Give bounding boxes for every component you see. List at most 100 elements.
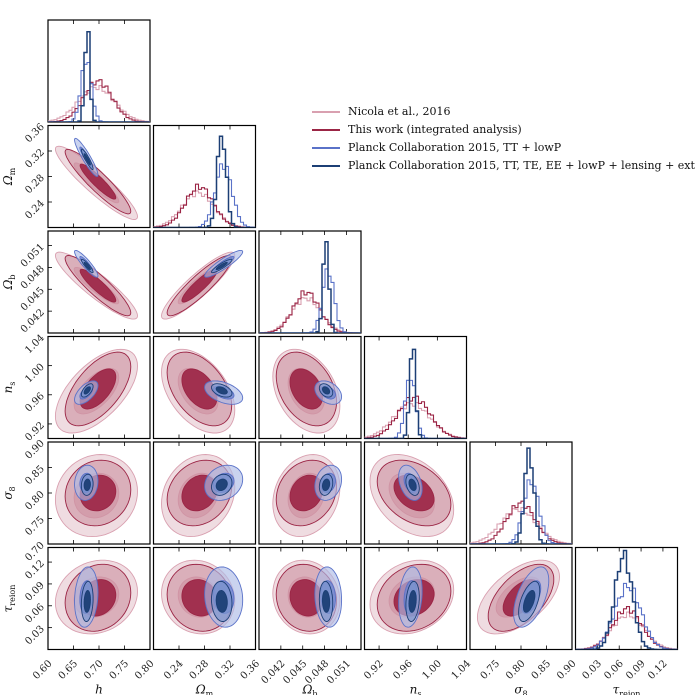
histogram-nicola-et-al-2016 <box>470 506 572 544</box>
histogram-planck-collaboration-2015-tt-lowp <box>575 582 678 650</box>
panel-ob-tau <box>258 546 362 651</box>
x-tick-label: 0.32 <box>213 658 237 682</box>
x-tick-label: 0.12 <box>646 658 670 682</box>
contour-planck-collaboration-2015-tt-te-ee-lowp-lensing-ext <box>408 590 417 613</box>
x-tick-label: 0.90 <box>555 658 579 682</box>
panel-frame <box>47 19 151 123</box>
contour-planck-collaboration-2015-tt-te-ee-lowp-lensing-ext <box>408 478 417 492</box>
x-tick-label: 0.03 <box>580 658 604 682</box>
y-tick-label: 0.36 <box>23 122 47 146</box>
contour-planck-collaboration-2015-tt-te-ee-lowp-lensing-ext <box>215 478 228 492</box>
contour-planck-collaboration-2015-tt-te-ee-lowp-lensing-ext <box>321 590 331 613</box>
panel-s8-s8 <box>469 441 573 545</box>
x-axis-label-ns: ns <box>410 683 422 695</box>
y-tick-label: 1.00 <box>23 362 47 386</box>
x-tick-label: 0.85 <box>530 658 554 682</box>
contour-planck-collaboration-2015-tt-te-ee-lowp-lensing-ext <box>83 153 92 166</box>
y-tick-label: 0.045 <box>19 285 47 313</box>
y-tick-label: 0.24 <box>23 198 47 222</box>
y-tick-label: 0.85 <box>23 464 47 488</box>
panel-h-om <box>47 124 151 229</box>
y-tick-label: 0.90 <box>23 438 47 462</box>
x-tick-label: 0.28 <box>188 658 212 682</box>
histogram-planck-collaboration-2015-tt-te-ee-lowp-lensing-ext <box>575 549 678 650</box>
panel-ob-ob <box>258 230 362 334</box>
x-tick-label: 0.051 <box>325 658 353 686</box>
contour-planck-collaboration-2015-tt-te-ee-lowp-lensing-ext <box>83 590 91 613</box>
x-tick-label: 0.042 <box>259 658 287 686</box>
panel-frame <box>258 230 362 334</box>
x-tick-label: 0.80 <box>504 658 528 682</box>
y-tick-label: 0.03 <box>23 624 47 648</box>
contour-planck-collaboration-2015-tt-te-ee-lowp-lensing-ext <box>321 386 331 395</box>
x-tick-label: 0.24 <box>162 658 186 682</box>
panel-om-s8 <box>152 441 257 545</box>
histogram-nicola-et-al-2016 <box>153 190 256 228</box>
histogram-nicola-et-al-2016 <box>48 84 150 122</box>
y-tick-label: 0.92 <box>23 420 47 444</box>
panel-h-tau <box>47 546 151 651</box>
panel-ns-s8 <box>363 441 468 545</box>
legend-label: This work (integrated analysis) <box>348 123 522 136</box>
panel-om-ob <box>152 230 257 334</box>
x-tick-label: 0.75 <box>479 658 503 682</box>
contour-planck-collaboration-2015-tt-te-ee-lowp-lensing-ext <box>215 590 228 613</box>
panel-s8-tau <box>469 546 573 651</box>
x-tick-label: 0.70 <box>82 658 106 682</box>
contour-planck-collaboration-2015-tt-te-ee-lowp-lensing-ext <box>321 478 331 492</box>
y-tick-label: 0.12 <box>23 558 47 582</box>
histogram-planck-collaboration-2015-tt-te-ee-lowp-lensing-ext <box>48 31 150 122</box>
panel-ns-tau <box>363 546 468 651</box>
y-tick-label: 0.96 <box>23 391 47 415</box>
x-tick-label: 1.00 <box>420 658 444 682</box>
contour-planck-collaboration-2015-tt-te-ee-lowp-lensing-ext <box>83 261 92 271</box>
legend-label: Planck Collaboration 2015, TT + lowP <box>348 141 562 154</box>
y-tick-label: 0.70 <box>23 540 47 564</box>
panel-om-ns <box>152 335 257 440</box>
x-axis-label-h: h <box>95 683 103 695</box>
y-tick-label: 0.80 <box>23 489 47 513</box>
y-axis-label-s8: σ8 <box>1 486 17 499</box>
histogram-planck-collaboration-2015-tt-lowp <box>153 163 256 228</box>
panel-h-ns <box>47 335 151 440</box>
y-tick-label: 0.051 <box>19 242 47 270</box>
x-tick-label: 0.65 <box>57 658 81 682</box>
y-tick-label: 0.06 <box>23 602 47 626</box>
y-tick-label: 1.04 <box>23 333 47 357</box>
panel-frame <box>574 546 679 651</box>
contour-this-work-integrated-analysis- <box>289 368 324 410</box>
contour-planck-collaboration-2015-tt-te-ee-lowp-lensing-ext <box>522 590 536 613</box>
legend-label: Nicola et al., 2016 <box>348 105 451 118</box>
x-axis-label-ob: Ωb <box>301 683 317 695</box>
histogram-planck-collaboration-2015-tt-te-ee-lowp-lensing-ext <box>259 241 361 333</box>
y-axis-label-ob: Ωb <box>1 274 17 290</box>
y-axis-label-om: Ωm <box>1 167 17 186</box>
contour-this-work-integrated-analysis- <box>79 268 117 303</box>
panel-frame <box>152 124 257 229</box>
x-axis-label-om: Ωm <box>195 683 214 695</box>
contour-planck-collaboration-2015-tt-te-ee-lowp-lensing-ext <box>215 261 228 271</box>
panel-ob-s8 <box>258 441 362 545</box>
x-tick-label: 0.96 <box>391 658 415 682</box>
panel-om-tau <box>152 546 257 651</box>
panel-h-ob <box>47 230 151 334</box>
contour-planck-collaboration-2015-tt-te-ee-lowp-lensing-ext <box>83 386 91 395</box>
y-axis-label-tau: τreion <box>1 585 17 613</box>
y-axis-label-ns: ns <box>1 382 17 394</box>
panel-ob-ns <box>258 335 362 440</box>
histogram-this-work-integrated-analysis- <box>470 500 572 544</box>
legend-label: Planck Collaboration 2015, TT, TE, EE + … <box>348 159 695 172</box>
x-tick-label: 0.60 <box>31 658 55 682</box>
y-tick-label: 0.09 <box>23 580 47 604</box>
panel-ns-ns <box>363 335 468 440</box>
panel-tau-tau <box>574 546 679 651</box>
y-tick-label: 0.042 <box>19 307 47 335</box>
contour-planck-collaboration-2015-tt-te-ee-lowp-lensing-ext <box>215 386 228 395</box>
histogram-this-work-integrated-analysis- <box>48 79 150 122</box>
y-tick-label: 0.048 <box>19 264 47 292</box>
histogram-planck-collaboration-2015-tt-te-ee-lowp-lensing-ext <box>470 447 572 544</box>
histogram-planck-collaboration-2015-tt-te-ee-lowp-lensing-ext <box>153 135 256 228</box>
x-tick-label: 0.06 <box>602 658 626 682</box>
y-tick-label: 0.28 <box>23 173 47 197</box>
